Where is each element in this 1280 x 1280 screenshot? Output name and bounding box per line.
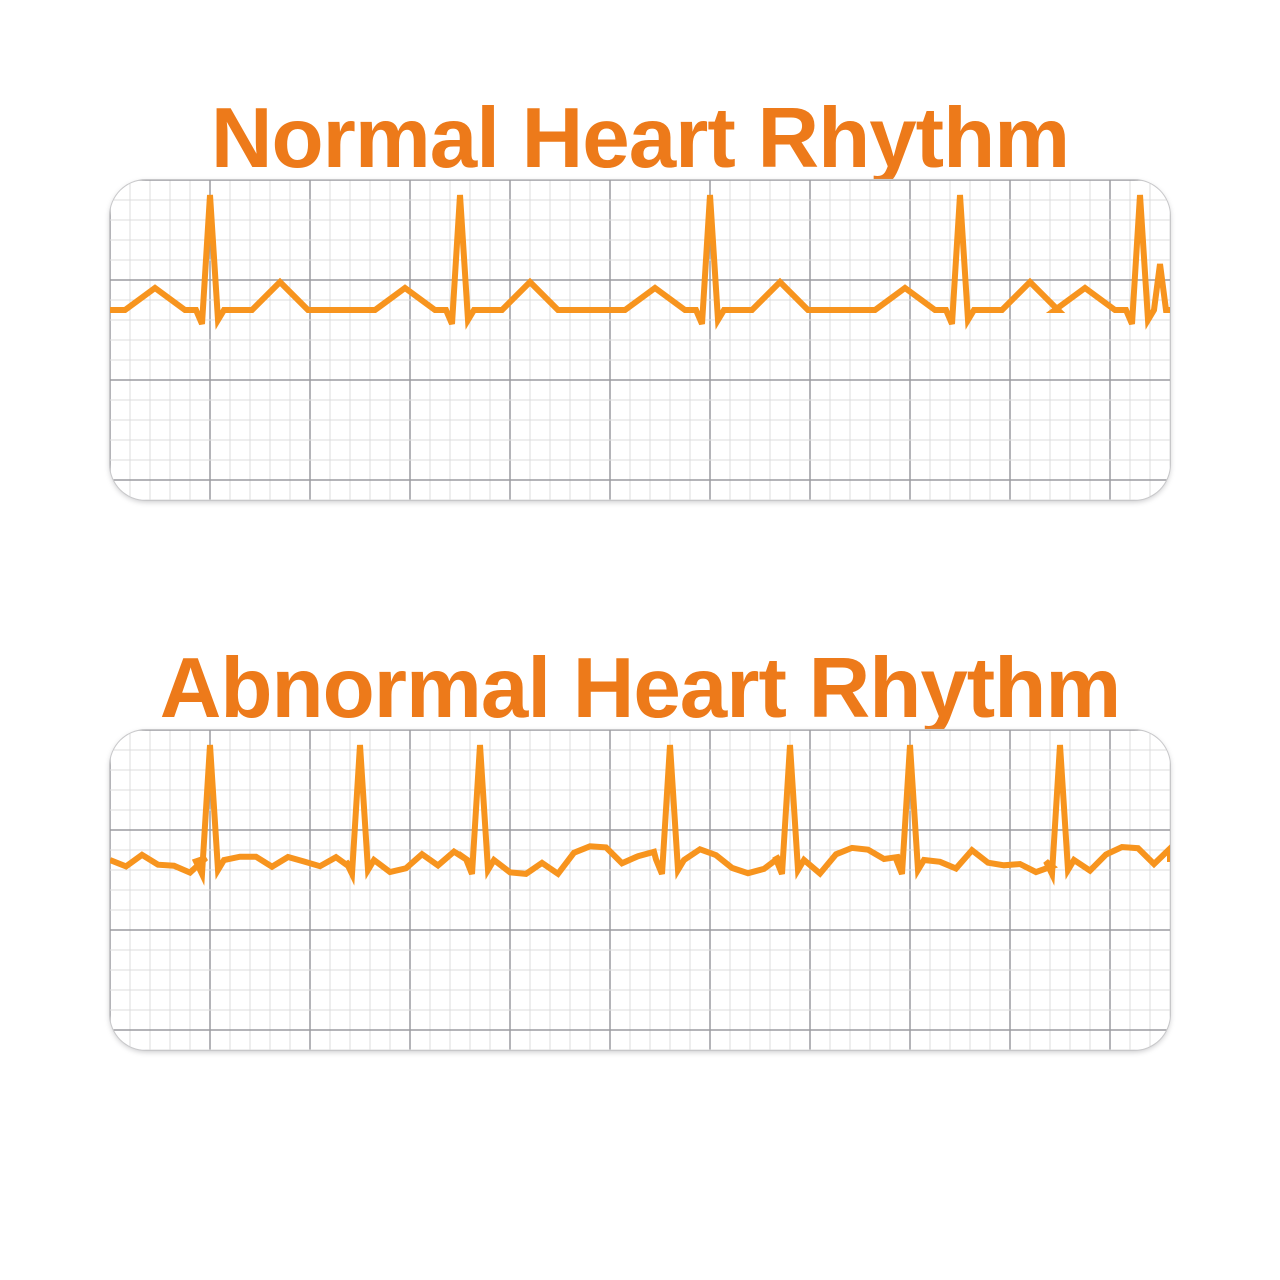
ecg-svg-normal bbox=[110, 180, 1170, 500]
title-normal: Normal Heart Rhythm bbox=[0, 90, 1280, 188]
ecg-box-abnormal bbox=[110, 730, 1170, 1050]
page-root: Normal Heart Rhythm Abnormal Heart Rhyth… bbox=[0, 0, 1280, 1280]
ecg-svg-abnormal bbox=[110, 730, 1170, 1050]
title-abnormal: Abnormal Heart Rhythm bbox=[0, 640, 1280, 738]
ecg-box-normal bbox=[110, 180, 1170, 500]
